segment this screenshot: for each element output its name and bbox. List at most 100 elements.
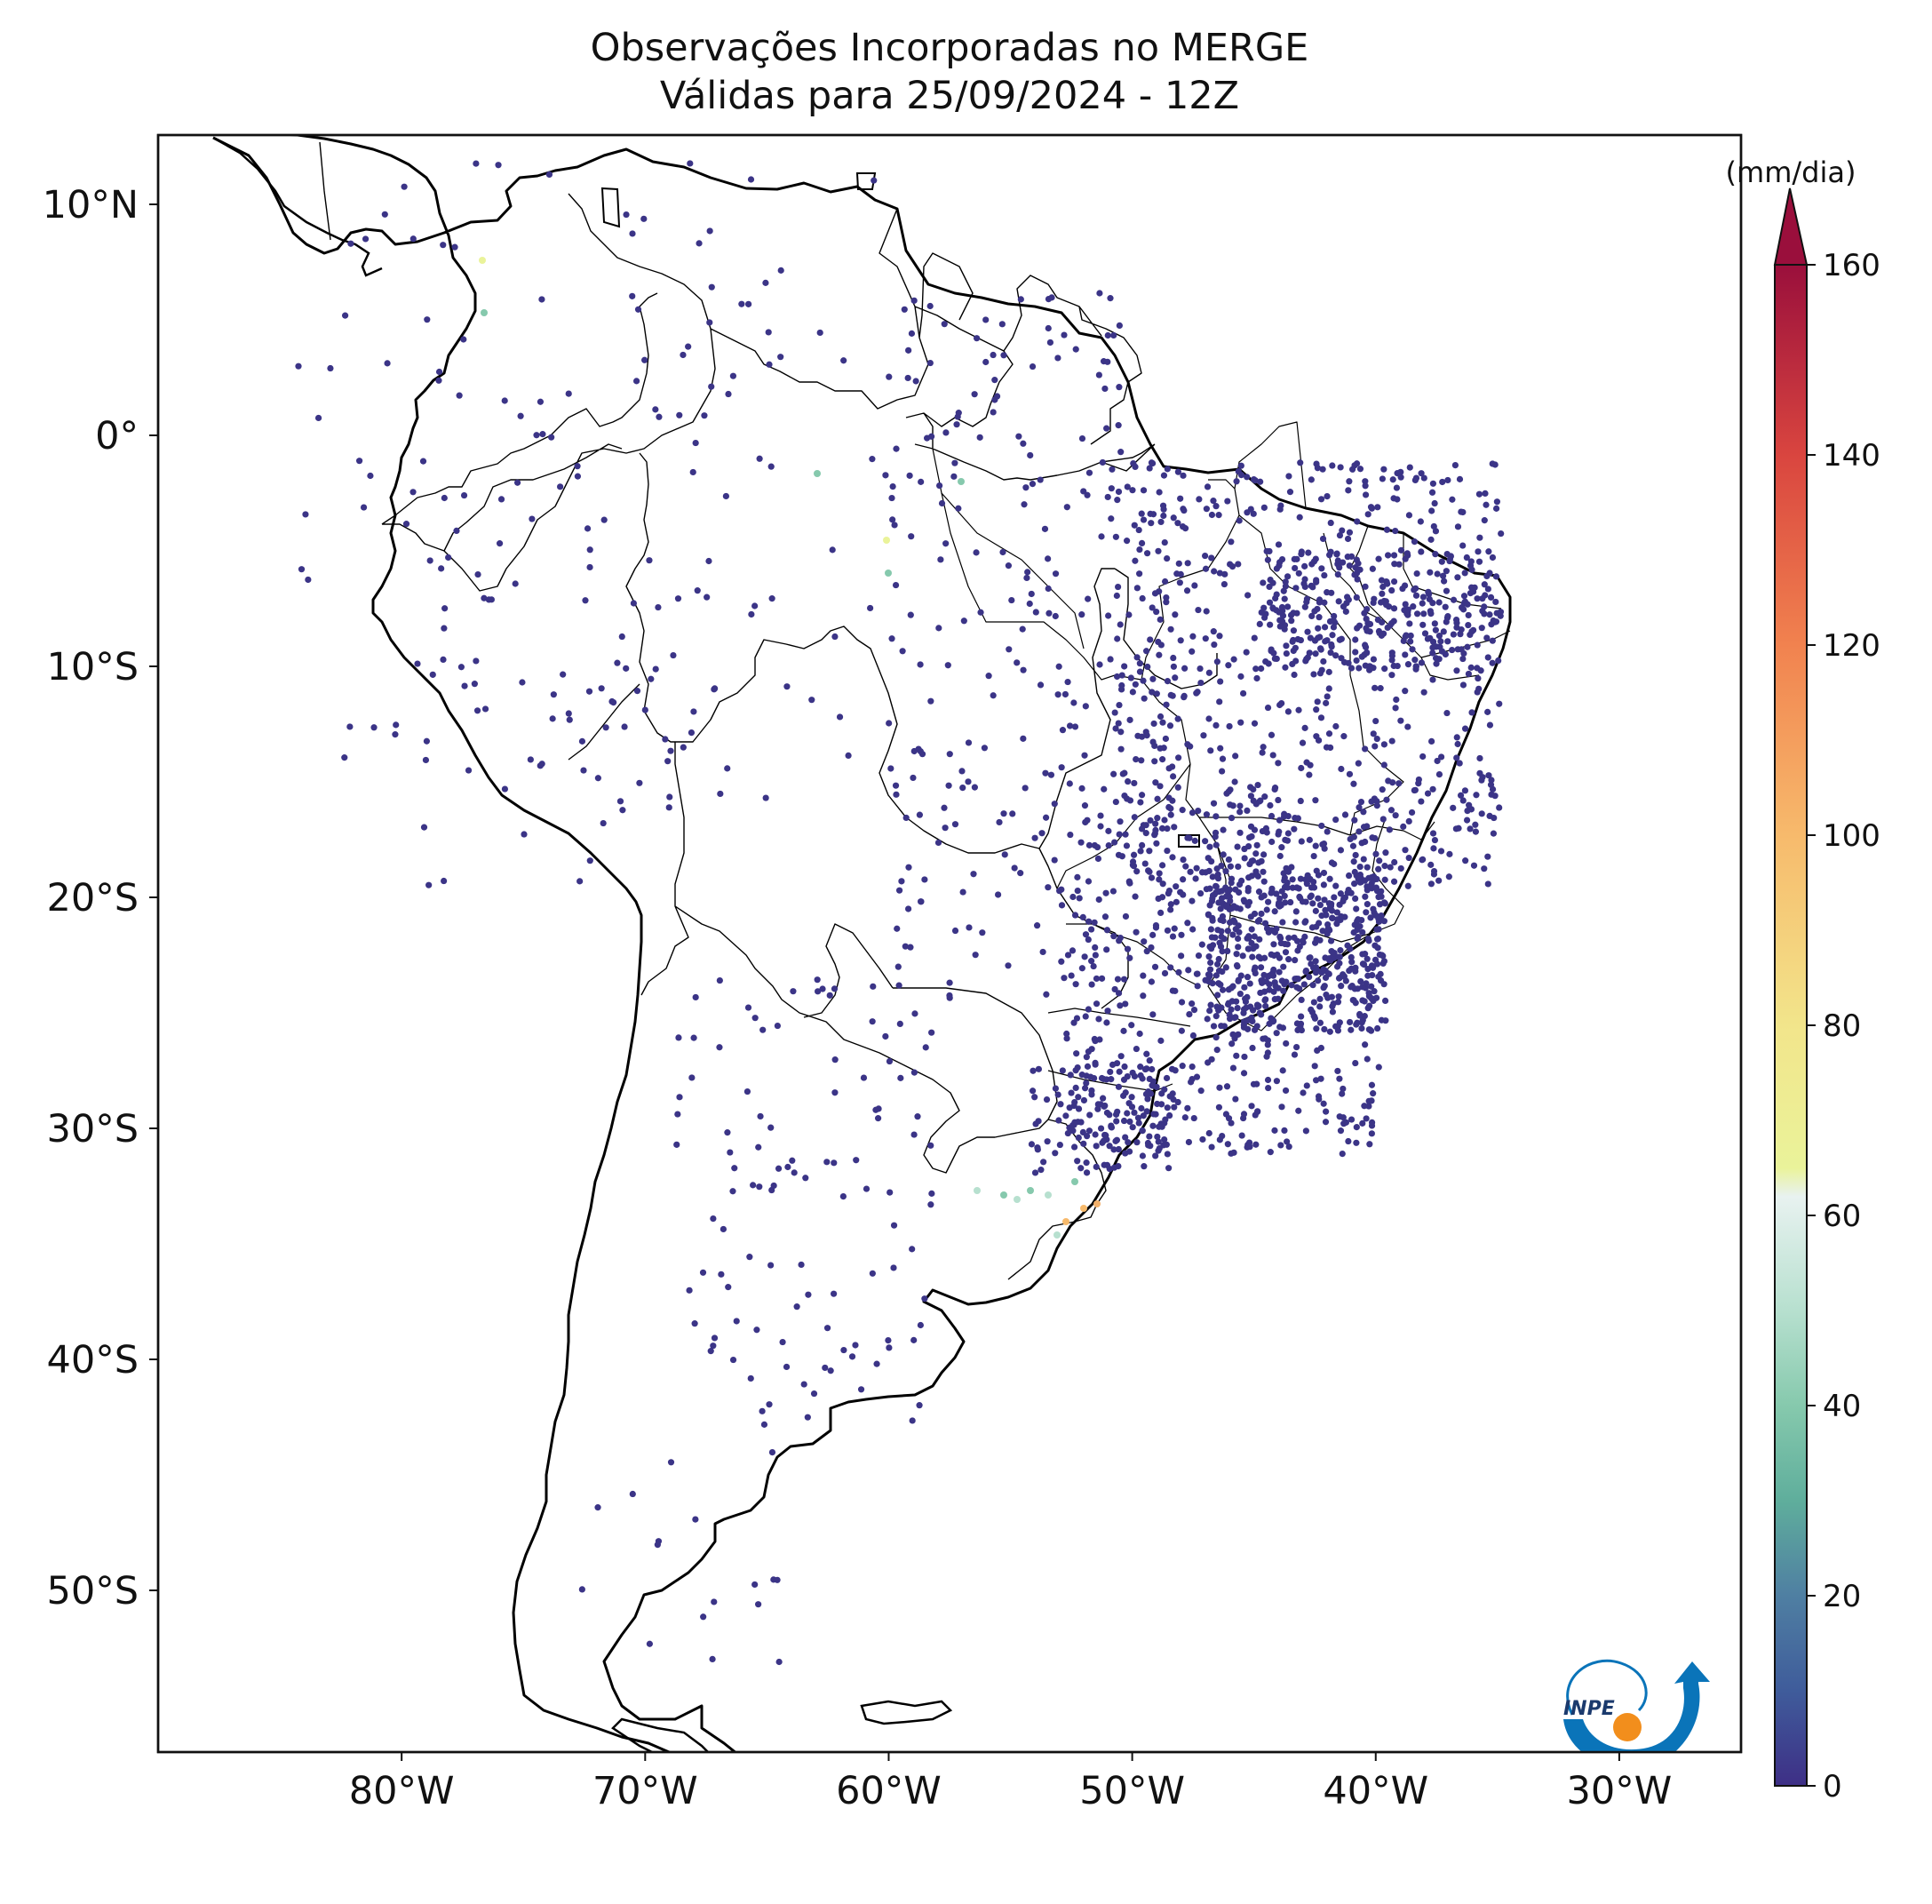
- observation-point: [916, 1402, 923, 1409]
- observation-point: [1040, 1159, 1047, 1166]
- observation-point: [1283, 649, 1290, 657]
- observation-point: [1062, 1218, 1069, 1225]
- observation-point: [497, 496, 505, 503]
- observation-point: [1258, 857, 1265, 864]
- observation-point: [641, 706, 648, 713]
- observation-point: [1261, 793, 1268, 801]
- observation-point: [1101, 785, 1108, 793]
- observation-point: [1310, 558, 1318, 565]
- observation-point: [1334, 570, 1341, 578]
- observation-point: [1244, 807, 1251, 815]
- observation-point: [1459, 797, 1467, 804]
- observation-point: [894, 963, 902, 970]
- observation-point: [1106, 1111, 1113, 1119]
- observation-point: [1428, 737, 1435, 745]
- observation-point: [1318, 822, 1325, 830]
- observation-point: [1450, 804, 1457, 811]
- observation-point: [1306, 954, 1313, 961]
- observation-point: [888, 494, 895, 502]
- observation-point: [1316, 1019, 1324, 1026]
- observation-point: [1310, 671, 1317, 678]
- observation-point: [790, 988, 797, 995]
- observation-point: [1063, 504, 1070, 511]
- observation-point: [1256, 1009, 1263, 1016]
- observation-point: [1379, 630, 1387, 637]
- observation-point: [1269, 604, 1276, 611]
- observation-point: [1116, 701, 1123, 709]
- observation-point: [1339, 1150, 1346, 1158]
- observation-point: [1370, 730, 1377, 737]
- observation-point: [1208, 945, 1215, 952]
- observation-point: [1236, 888, 1243, 896]
- observation-point: [1057, 1101, 1064, 1108]
- observation-point: [1319, 535, 1327, 543]
- observation-point: [1453, 667, 1460, 674]
- observation-point: [1357, 879, 1364, 886]
- observation-point: [1208, 1143, 1215, 1151]
- observation-point: [1485, 548, 1492, 555]
- observation-point: [1403, 550, 1411, 557]
- observation-point: [1429, 830, 1437, 837]
- observation-point: [805, 1291, 812, 1298]
- observation-point: [748, 610, 755, 618]
- observation-point: [1357, 977, 1364, 985]
- observation-point: [670, 651, 677, 659]
- observation-point: [1027, 1187, 1034, 1194]
- observation-point: [1141, 938, 1148, 945]
- observation-point: [991, 377, 998, 384]
- observation-point: [1244, 1025, 1252, 1032]
- observation-point: [910, 297, 918, 304]
- observation-point: [1371, 956, 1379, 963]
- observation-point: [1115, 1083, 1123, 1090]
- observation-point: [1240, 1021, 1247, 1029]
- observation-point: [1216, 1136, 1223, 1143]
- observation-point: [1214, 992, 1221, 999]
- observation-point: [1104, 1008, 1111, 1015]
- observation-point: [762, 279, 769, 286]
- observation-point: [1314, 698, 1321, 705]
- observation-point: [945, 782, 952, 789]
- observation-point: [629, 230, 636, 237]
- observation-point: [1204, 1016, 1211, 1023]
- observation-point: [1380, 466, 1387, 473]
- observation-point: [1225, 856, 1232, 864]
- observation-point: [1181, 506, 1188, 514]
- colorbar-tick-label: 100: [1823, 818, 1880, 854]
- observation-point: [1077, 1165, 1085, 1172]
- inpe-logo-sun: [1613, 1713, 1642, 1741]
- observation-point: [1375, 555, 1382, 562]
- observation-point: [1428, 489, 1436, 496]
- observation-point: [1255, 888, 1263, 896]
- observation-point: [751, 1015, 759, 1022]
- observation-point: [1115, 990, 1123, 997]
- observation-point: [636, 779, 643, 786]
- observation-point: [895, 982, 902, 989]
- observation-point: [1131, 522, 1138, 529]
- observation-point: [816, 329, 823, 337]
- observation-point: [1082, 931, 1090, 938]
- observation-point: [1404, 723, 1411, 730]
- observation-point: [928, 1190, 935, 1197]
- observation-point: [1213, 658, 1220, 665]
- observation-point: [1122, 1134, 1129, 1141]
- observation-point: [1109, 466, 1116, 473]
- observation-point: [1066, 1104, 1073, 1111]
- observation-point: [960, 617, 967, 625]
- observation-point: [1411, 538, 1419, 546]
- observation-point: [1140, 992, 1147, 1000]
- observation-point: [1189, 809, 1197, 817]
- observation-point: [1250, 475, 1258, 483]
- observation-point: [1366, 1026, 1373, 1033]
- observation-point: [560, 671, 567, 678]
- observation-point: [831, 985, 839, 992]
- observation-point: [1468, 628, 1475, 635]
- observation-point: [1249, 1044, 1256, 1052]
- observation-point: [1316, 936, 1324, 944]
- observation-point: [1327, 744, 1334, 752]
- observation-point: [1193, 689, 1200, 697]
- observation-point: [1110, 770, 1117, 777]
- observation-point: [1080, 1140, 1087, 1147]
- observation-point: [1236, 905, 1244, 912]
- observation-point: [976, 434, 983, 441]
- observation-point: [1078, 965, 1085, 972]
